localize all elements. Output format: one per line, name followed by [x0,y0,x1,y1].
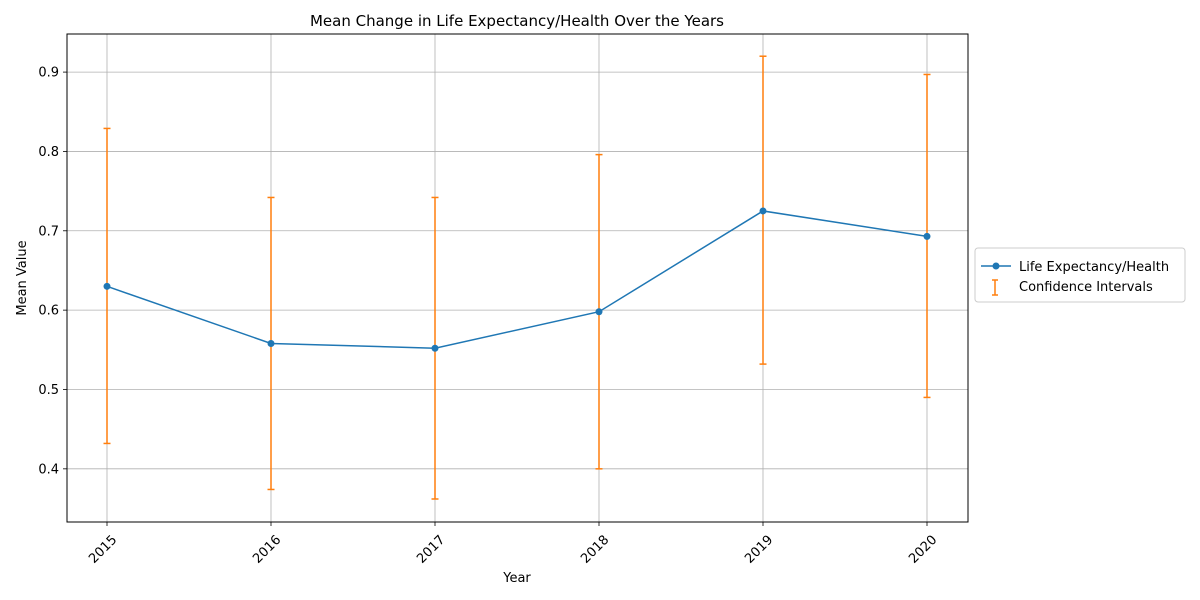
chart-title: Mean Change in Life Expectancy/Health Ov… [310,12,724,30]
y-axis-label: Mean Value [15,240,30,315]
x-tick-label: 2020 [906,533,940,567]
x-tick-label: 2019 [742,533,776,567]
legend-errorbar-swatch [992,279,998,296]
x-axis-label: Year [502,571,531,586]
legend-errorbar-label: Confidence Intervals [1019,280,1153,295]
x-tick-label: 2017 [414,533,448,567]
x-axis-ticks: 2015 2016 2017 2018 2019 2020 [86,522,940,567]
plot-frame [66,33,969,523]
series-line [106,210,928,349]
y-axis-ticks: 0.4 0.5 0.6 0.7 0.8 0.9 [38,66,67,477]
legend-line-marker [992,262,1000,270]
x-tick-label: 2016 [250,533,284,567]
data-point [595,308,603,316]
x-tick-label: 2015 [86,533,120,567]
data-point [103,282,111,290]
x-tick-label: 2018 [578,533,612,567]
data-point [431,344,439,352]
error-bars [103,55,931,500]
legend: Life Expectancy/Health Confidence Interv… [974,247,1186,303]
data-point [267,339,275,347]
data-point [923,232,931,240]
y-tick-label: 0.4 [38,462,59,477]
y-tick-label: 0.6 [38,304,59,319]
grid [67,34,968,522]
series-layer [103,207,931,352]
data-point [759,207,767,215]
y-tick-label: 0.7 [38,224,59,239]
y-tick-label: 0.5 [38,383,59,398]
y-tick-label: 0.9 [38,66,59,81]
legend-box [974,247,1186,303]
y-tick-label: 0.8 [38,145,59,160]
legend-series-label: Life Expectancy/Health [1019,260,1169,275]
